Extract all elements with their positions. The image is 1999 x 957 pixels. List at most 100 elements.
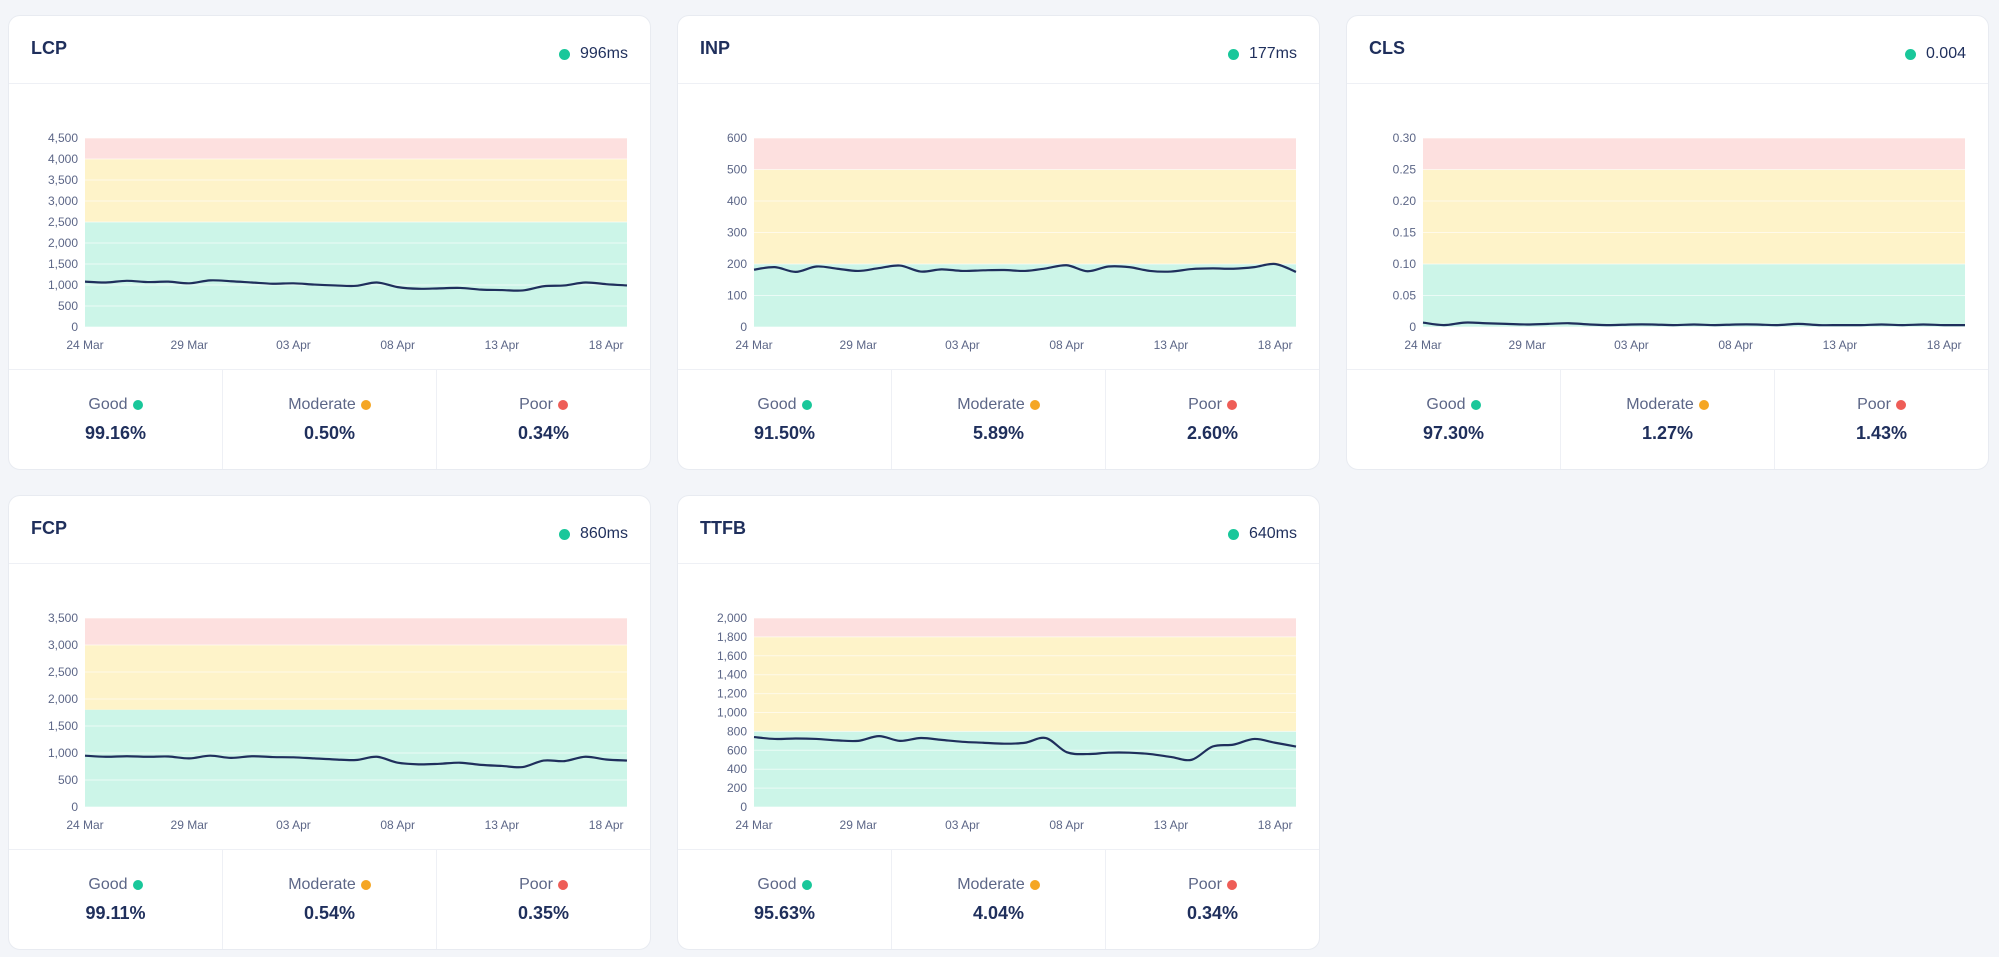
x-tick-label: 24 Mar (66, 818, 103, 832)
stat-good-label: Good (88, 875, 128, 893)
y-tick-label: 600 (727, 743, 747, 757)
y-tick-label: 400 (727, 762, 747, 776)
x-tick-label: 18 Apr (589, 818, 624, 832)
card-title: INP (700, 38, 731, 58)
stat-moderate-value: 4.04% (972, 902, 1025, 923)
y-tick-label: 2,500 (48, 215, 78, 229)
card-value: 177ms (1227, 45, 1297, 63)
stats-row: Good 99.16% Moderate 0.50% Poor 0.34% (9, 369, 650, 469)
x-tick-label: 03 Apr (945, 818, 980, 832)
stat-good-value: 91.50% (753, 422, 816, 443)
stat-poor: Poor 0.34% (1106, 850, 1319, 949)
good-dot-icon (801, 879, 812, 890)
poor-dot-icon (1226, 879, 1237, 890)
x-tick-label: 03 Apr (945, 338, 980, 352)
card-value-text: 640ms (1248, 525, 1297, 542)
stat-moderate: Moderate 0.54% (223, 850, 437, 949)
stat-moderate-value: 5.89% (972, 422, 1025, 443)
y-tick-label: 500 (58, 773, 78, 787)
y-tick-label: 1,000 (48, 746, 78, 760)
y-tick-label: 0.25 (1393, 163, 1417, 177)
x-tick-label: 24 Mar (735, 818, 772, 832)
moderate-band (754, 636, 1296, 732)
x-tick-label: 29 Mar (171, 338, 208, 352)
stat-poor-value: 0.35% (517, 902, 570, 923)
stat-moderate-label: Moderate (957, 875, 1025, 893)
x-tick-label: 13 Apr (485, 818, 520, 832)
stat-poor-label: Poor (519, 395, 553, 413)
y-tick-label: 1,400 (717, 668, 747, 682)
stat-good-label: Good (88, 395, 128, 413)
good-dot-icon (801, 399, 812, 410)
stat-good-label: Good (757, 395, 797, 413)
y-tick-label: 2,000 (717, 611, 747, 625)
poor-band (1423, 138, 1965, 170)
x-tick-label: 08 Apr (380, 818, 415, 832)
moderate-band (1423, 169, 1965, 264)
good-dot-icon (1470, 399, 1481, 410)
card-header: INP 177ms (678, 16, 1319, 84)
y-tick-label: 3,000 (48, 194, 78, 208)
status-dot-icon (1227, 48, 1239, 60)
poor-dot-icon (1226, 399, 1237, 410)
moderate-dot-icon (360, 879, 371, 890)
y-tick-label: 0.20 (1393, 194, 1417, 208)
stat-moderate-label: Moderate (1626, 395, 1694, 413)
stat-moderate: Moderate 1.27% (1561, 370, 1775, 469)
card-value: 996ms (558, 45, 628, 63)
y-tick-label: 3,500 (48, 173, 78, 187)
stat-good: Good 97.30% (1347, 370, 1561, 469)
stat-moderate-label: Moderate (288, 875, 356, 893)
x-tick-label: 29 Mar (840, 338, 877, 352)
card-title: TTFB (700, 518, 746, 538)
x-tick-label: 08 Apr (380, 338, 415, 352)
x-tick-label: 13 Apr (1823, 338, 1858, 352)
stat-good-value: 97.30% (1422, 422, 1485, 443)
stat-moderate: Moderate 0.50% (223, 370, 437, 469)
stat-poor-value: 0.34% (1186, 902, 1239, 923)
good-dot-icon (132, 879, 143, 890)
stat-good-value: 99.16% (84, 422, 147, 443)
stat-good: Good 99.16% (9, 370, 223, 469)
card-value-text: 0.004 (1925, 45, 1966, 62)
stats-row: Good 91.50% Moderate 5.89% Poor 2.60% (678, 369, 1319, 469)
stat-poor: Poor 2.60% (1106, 370, 1319, 469)
stat-moderate-label: Moderate (957, 395, 1025, 413)
stat-moderate: Moderate 5.89% (892, 370, 1106, 469)
status-dot-icon (1227, 528, 1239, 540)
series-line (84, 279, 628, 292)
y-tick-label: 4,500 (48, 131, 78, 145)
card-title: FCP (31, 518, 67, 538)
card-header: TTFB 640ms (678, 496, 1319, 564)
stat-good-label: Good (757, 875, 797, 893)
stat-poor: Poor 0.34% (437, 370, 650, 469)
poor-dot-icon (557, 879, 568, 890)
metric-card-lcp: LCP 996ms 0 500 1,000 1,500 2,000 2,500 3,000 3… (8, 15, 651, 470)
stat-good: Good 95.63% (678, 850, 892, 949)
x-tick-label: 24 Mar (66, 338, 103, 352)
stats-row: Good 99.11% Moderate 0.54% Poor 0.35% (9, 849, 650, 949)
card-value-text: 996ms (579, 45, 628, 62)
y-tick-label: 800 (727, 724, 747, 738)
poor-dot-icon (1895, 399, 1906, 410)
y-tick-label: 1,000 (48, 278, 78, 292)
x-tick-label: 24 Mar (1404, 338, 1441, 352)
y-tick-label: 0 (71, 800, 78, 814)
stat-poor-label: Poor (1857, 395, 1891, 413)
y-tick-label: 0 (71, 320, 78, 334)
y-tick-label: 100 (727, 289, 747, 303)
metric-card-cls: CLS 0.004 0 0.05 0.10 0.15 0.20 0.25 0.30 24 Ma… (1346, 15, 1989, 470)
y-tick-label: 300 (727, 226, 747, 240)
card-header: FCP 860ms (9, 496, 650, 564)
card-title: CLS (1369, 38, 1405, 58)
y-tick-label: 0 (740, 800, 747, 814)
y-tick-label: 500 (727, 163, 747, 177)
x-tick-label: 18 Apr (1258, 818, 1293, 832)
stat-poor-value: 2.60% (1186, 422, 1239, 443)
y-tick-label: 400 (727, 194, 747, 208)
good-band (85, 709, 627, 807)
stat-moderate-label: Moderate (288, 395, 356, 413)
y-tick-label: 200 (727, 257, 747, 271)
y-tick-label: 200 (727, 781, 747, 795)
y-tick-label: 600 (727, 131, 747, 145)
